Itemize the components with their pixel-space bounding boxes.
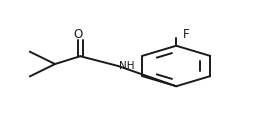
Text: O: O — [73, 27, 82, 41]
Text: F: F — [183, 27, 189, 41]
Text: NH: NH — [119, 61, 134, 71]
